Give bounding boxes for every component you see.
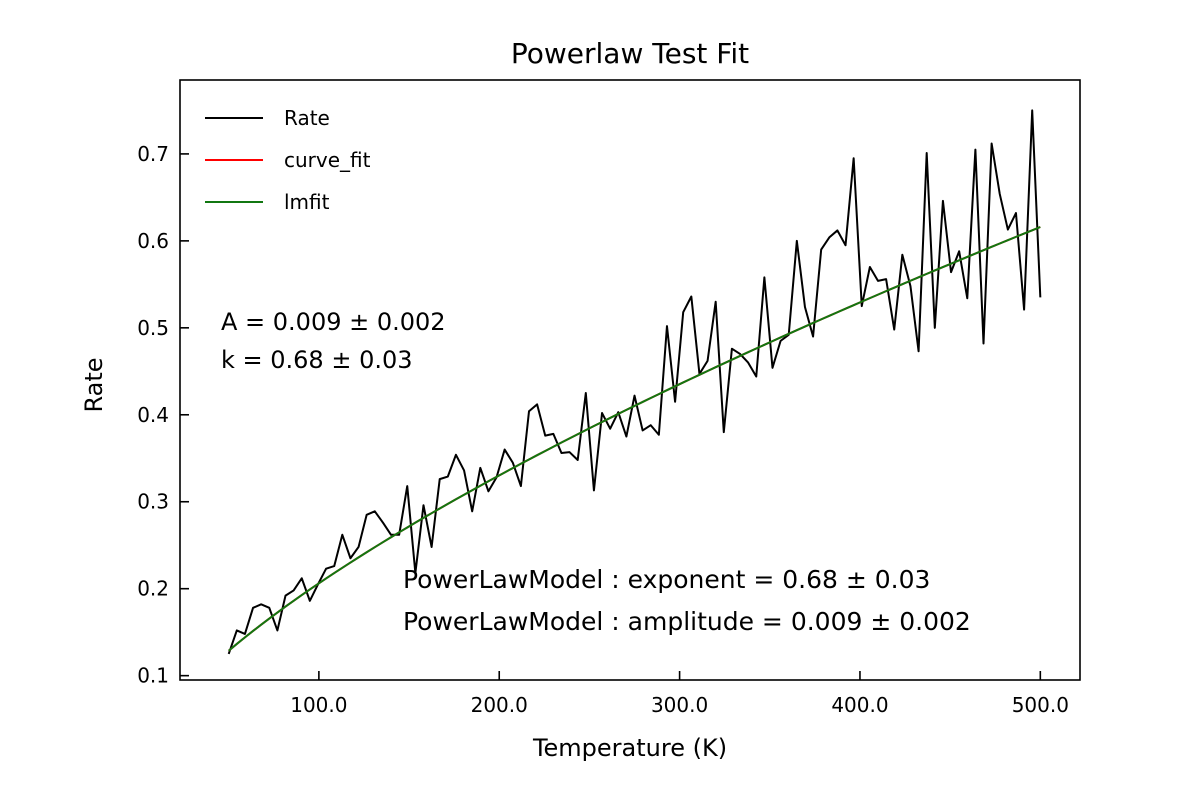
y-tick-label: 0.3 [137, 490, 169, 514]
annotation-exponent: k = 0.68 ± 0.03 [221, 346, 413, 374]
x-tick-label: 500.0 [1012, 693, 1069, 717]
series-line-lmfit [228, 226, 1041, 652]
chart-title: Powerlaw Test Fit [511, 37, 749, 70]
legend-label-rate: Rate [284, 106, 330, 130]
y-tick-label: 0.6 [137, 229, 169, 253]
x-tick-label: 100.0 [290, 693, 347, 717]
annotation-amplitude: A = 0.009 ± 0.002 [221, 308, 446, 336]
ticks-layer: 100.0 200.0 300.0 400.0 500.0 0.1 0.2 0.3 0.4 0.5… [137, 142, 1069, 717]
y-axis-label: Rate [80, 357, 108, 412]
plot-frame [179, 79, 1081, 681]
series-line-rate [227, 109, 1042, 655]
annotation-lmfit-amplitude: PowerLawModel : amplitude = 0.009 ± 0.00… [403, 607, 971, 636]
y-tick-label: 0.2 [137, 577, 169, 601]
legend: Rate curve_fit lmfit [205, 106, 371, 214]
y-tick-label: 0.5 [137, 316, 169, 340]
x-tick-label: 400.0 [831, 693, 888, 717]
legend-label-lmfit: lmfit [284, 190, 330, 214]
annotation-lmfit-exponent: PowerLawModel : exponent = 0.68 ± 0.03 [403, 565, 930, 594]
y-tick-label: 0.4 [137, 403, 169, 427]
series-layer [227, 109, 1042, 655]
x-tick-label: 200.0 [471, 693, 528, 717]
y-tick-label: 0.7 [137, 142, 169, 166]
x-axis-label: Temperature (K) [532, 734, 727, 762]
x-tick-label: 300.0 [651, 693, 708, 717]
legend-label-curve-fit: curve_fit [284, 148, 371, 172]
y-tick-label: 0.1 [137, 664, 169, 688]
